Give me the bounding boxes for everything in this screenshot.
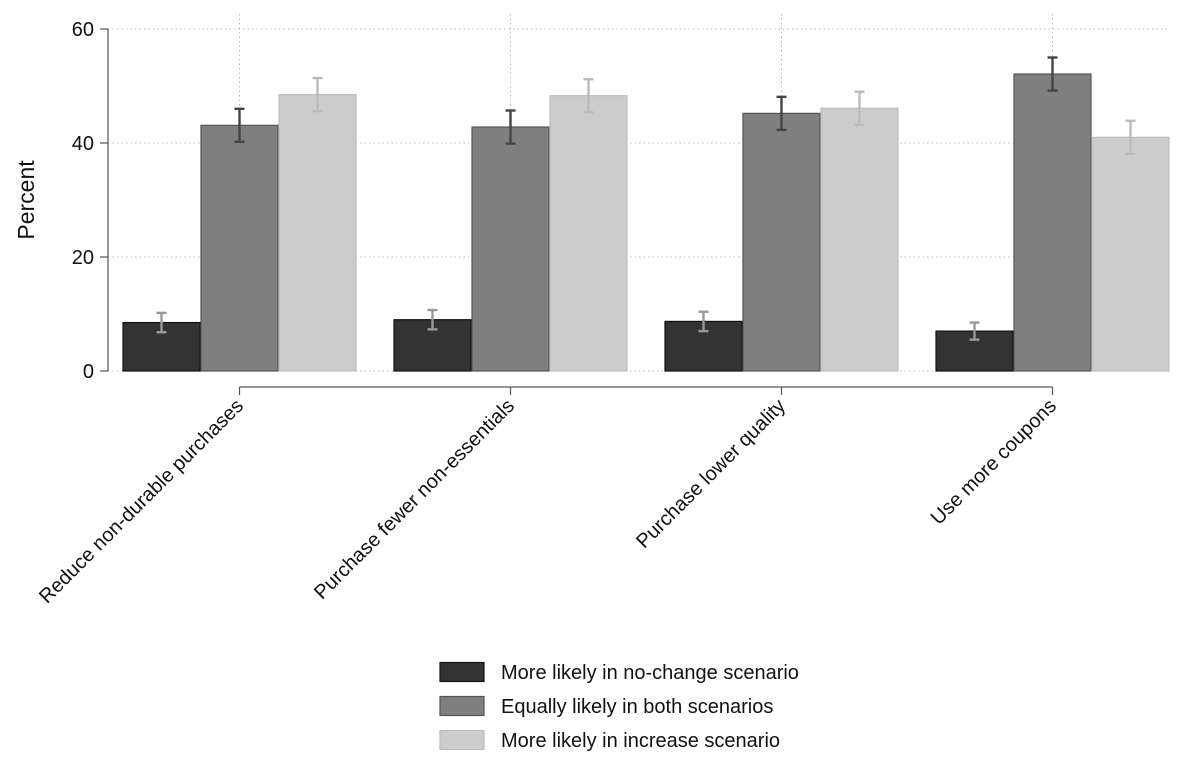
bar-3-2 <box>549 95 628 372</box>
error-bar <box>969 321 980 341</box>
error-bar <box>312 76 323 113</box>
bar-2-2 <box>471 126 550 372</box>
error-bar <box>234 107 245 144</box>
legend-label: Equally likely in both scenarios <box>501 696 773 718</box>
legend-item: More likely in no-change scenario <box>439 661 799 684</box>
error-bar <box>1125 119 1136 156</box>
error-bar <box>776 95 787 132</box>
bar-3-1 <box>278 93 357 372</box>
error-bar <box>156 311 167 334</box>
error-bar <box>698 310 709 333</box>
bar-2-1 <box>200 124 279 372</box>
error-bar <box>505 109 516 145</box>
y-tick-label: 20 <box>72 247 94 269</box>
legend-item: More likely in increase scenario <box>439 729 780 752</box>
bar-3-4 <box>1091 136 1170 372</box>
bar-2-3 <box>742 112 821 372</box>
legend-swatch <box>439 729 485 751</box>
bar-1-4 <box>935 330 1014 372</box>
error-bar <box>583 77 594 114</box>
bar-2-4 <box>1013 73 1092 372</box>
y-tick-label: 0 <box>83 361 94 383</box>
legend: More likely in no-change scenario Equally… <box>439 661 799 752</box>
legend-swatch <box>439 661 485 683</box>
y-axis-title: Percent <box>13 160 39 240</box>
legend-label: More likely in no-change scenario <box>501 662 799 684</box>
legend-swatch <box>439 695 485 717</box>
legend-label: More likely in increase scenario <box>501 730 780 752</box>
y-tick-label: 60 <box>72 19 94 41</box>
bar-3-3 <box>820 107 899 372</box>
error-bars <box>156 56 1136 341</box>
error-bar <box>854 90 865 126</box>
y-tick-label: 40 <box>72 133 94 155</box>
error-bar <box>427 308 438 331</box>
error-bar <box>1047 56 1058 92</box>
legend-item: Equally likely in both scenarios <box>439 695 773 718</box>
